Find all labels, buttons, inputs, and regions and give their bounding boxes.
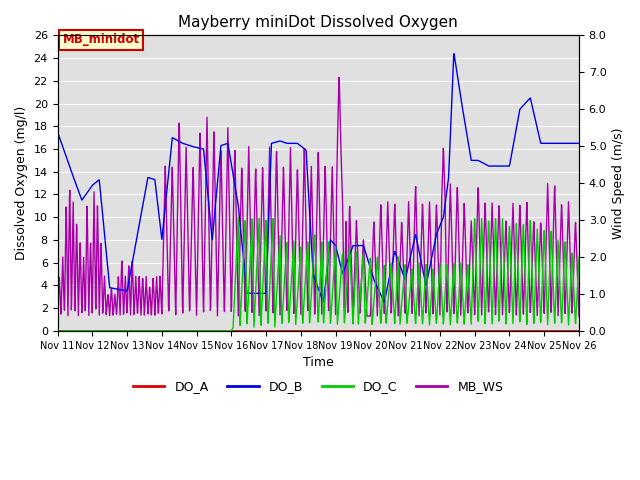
Title: Mayberry miniDot Dissolved Oxygen: Mayberry miniDot Dissolved Oxygen [179,15,458,30]
Y-axis label: Dissolved Oxygen (mg/l): Dissolved Oxygen (mg/l) [15,106,28,260]
Y-axis label: Wind Speed (m/s): Wind Speed (m/s) [612,127,625,239]
Text: MB_minidot: MB_minidot [63,33,140,46]
X-axis label: Time: Time [303,356,333,369]
Legend: DO_A, DO_B, DO_C, MB_WS: DO_A, DO_B, DO_C, MB_WS [128,375,508,398]
